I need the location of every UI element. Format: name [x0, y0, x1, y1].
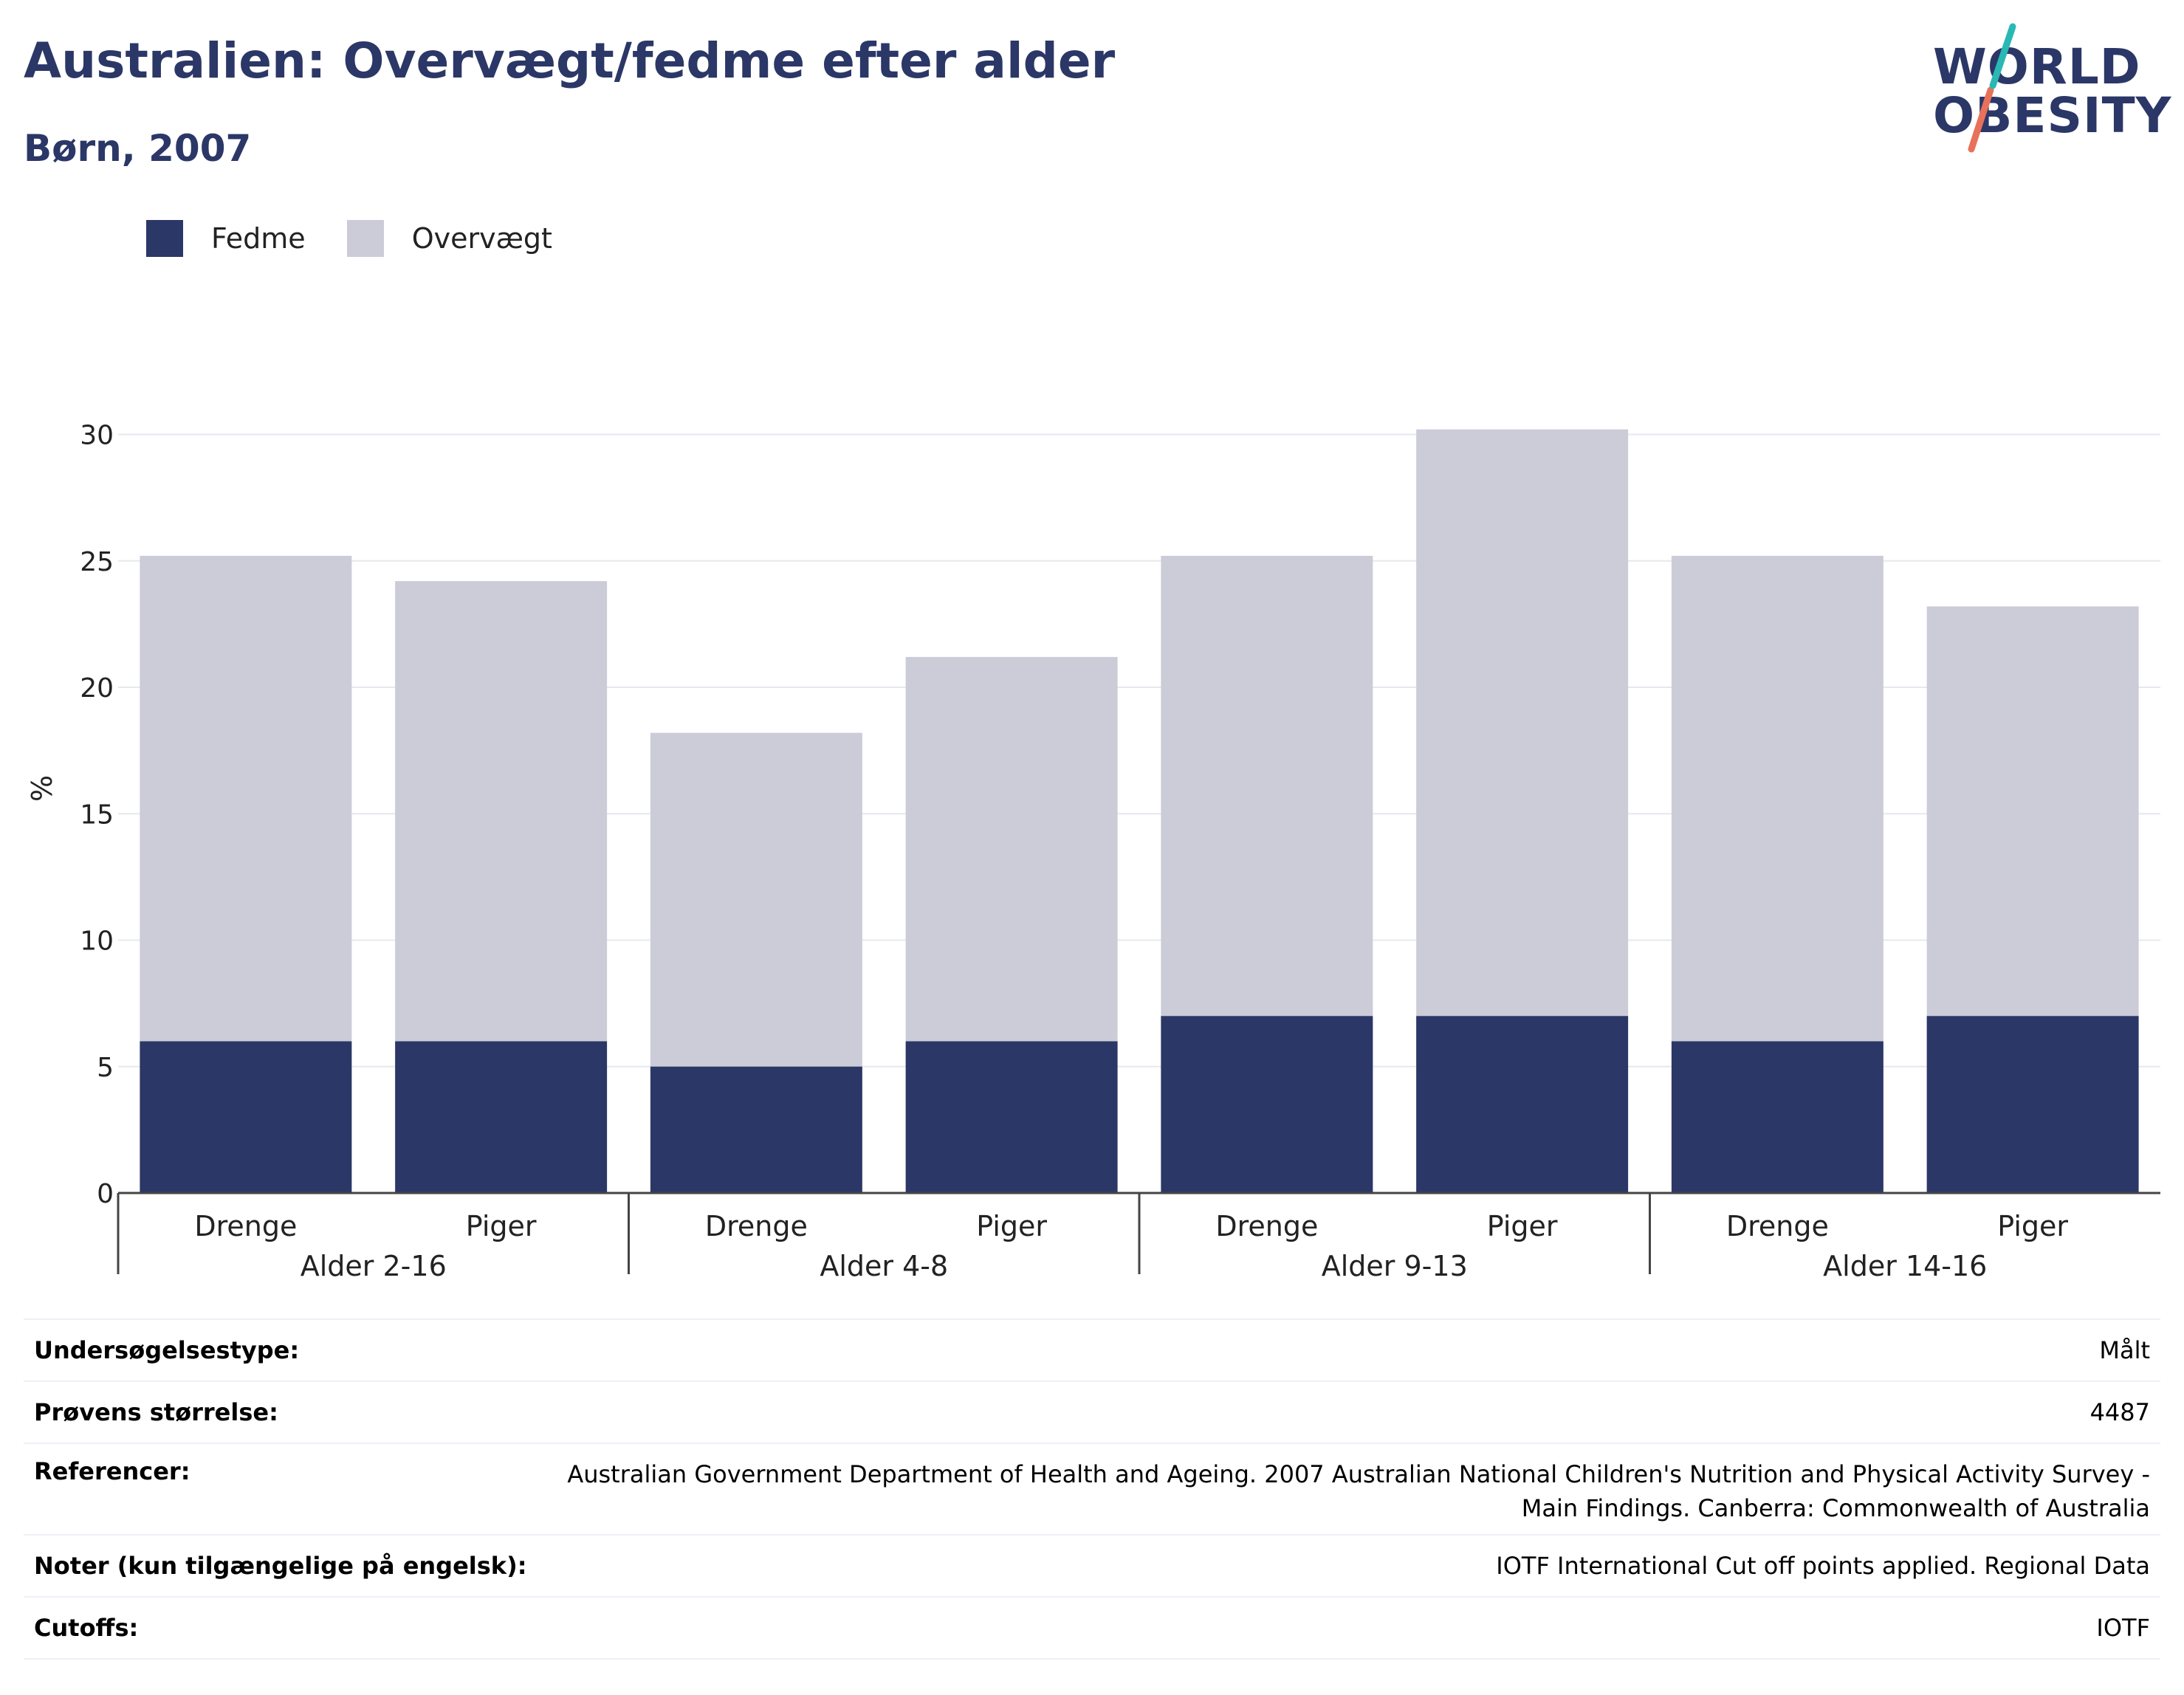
info-value: IOTF — [2096, 1614, 2150, 1642]
info-table: Undersøgelsestype: Målt Prøvens størrels… — [24, 1318, 2160, 1660]
info-label: Undersøgelsestype: — [34, 1336, 300, 1364]
legend-label-overvaegt: Overvægt — [411, 222, 552, 255]
legend-label-fedme: Fedme — [211, 222, 306, 255]
bar-overvaegt — [1926, 606, 2139, 1017]
x-tick-label: Piger — [1997, 1210, 2068, 1242]
bar-overvaegt — [1416, 429, 1629, 1017]
x-tick-label: Drenge — [194, 1210, 297, 1242]
reference-line-2: Main Findings. Canberra: Commonwealth of… — [1521, 1494, 2150, 1522]
logo-slash-icon — [1968, 23, 2016, 153]
legend: Fedme Overvægt — [146, 219, 594, 258]
group-label: Alder 4-8 — [820, 1250, 948, 1282]
legend-swatch-fedme — [146, 220, 183, 257]
bar-fedme — [140, 1041, 352, 1193]
x-tick-label: Piger — [976, 1210, 1047, 1242]
info-label: Noter (kun tilgængelige på engelsk): — [34, 1552, 527, 1580]
legend-swatch-overvaegt — [346, 220, 384, 257]
info-value: Australian Government Department of Heal… — [567, 1457, 2160, 1525]
info-value: IOTF International Cut off points applie… — [1496, 1552, 2150, 1580]
x-tick-label: Drenge — [1215, 1210, 1318, 1242]
info-row-references: Referencer: Australian Government Depart… — [24, 1443, 2160, 1534]
info-label: Prøvens størrelse: — [34, 1398, 278, 1426]
y-tick-label: 30 — [80, 421, 114, 451]
info-value: Målt — [2099, 1336, 2150, 1364]
info-row-cutoffs: Cutoffs: IOTF — [24, 1596, 2160, 1660]
bar-overvaegt — [1671, 555, 1883, 1042]
bar-overvaegt — [395, 581, 608, 1042]
y-tick-label: 20 — [80, 673, 114, 704]
world-obesity-logo[interactable]: WORLD OBESITY — [1920, 22, 2171, 155]
info-row-sample-size: Prøvens størrelse: 4487 — [24, 1381, 2160, 1443]
bar-fedme — [650, 1066, 862, 1193]
logo-text-line2: OBESITY — [1933, 87, 2172, 144]
y-tick-label: 5 — [97, 1053, 114, 1083]
bar-fedme — [1161, 1016, 1373, 1193]
y-tick-label: 15 — [80, 800, 114, 830]
group-label: Alder 9-13 — [1322, 1250, 1468, 1282]
group-label: Alder 2-16 — [301, 1250, 447, 1282]
info-row-notes: Noter (kun tilgængelige på engelsk): IOT… — [24, 1534, 2160, 1596]
x-tick-label: Drenge — [705, 1210, 808, 1242]
bar-fedme — [1416, 1016, 1629, 1193]
bar-overvaegt — [140, 555, 352, 1042]
bar-chart: 0 5 10 15 20 25 30% Drenge Piger Drenge Piger Dreng… — [26, 421, 2160, 1282]
legend-item-overvaegt[interactable]: Overvægt — [346, 220, 552, 257]
info-label: Cutoffs: — [34, 1614, 139, 1642]
y-tick-label: 0 — [97, 1179, 114, 1209]
x-tick-label: Piger — [466, 1210, 537, 1242]
bar-overvaegt — [905, 656, 1118, 1042]
bar-fedme — [905, 1041, 1118, 1193]
y-axis-label: % — [26, 775, 58, 802]
x-tick-label: Drenge — [1726, 1210, 1829, 1242]
y-tick-label: 10 — [80, 926, 114, 957]
bar-fedme — [1671, 1041, 1883, 1193]
bar-overvaegt — [1161, 555, 1373, 1017]
bar-overvaegt — [650, 732, 862, 1067]
reference-line-1: Australian Government Department of Heal… — [567, 1460, 2150, 1488]
legend-item-fedme[interactable]: Fedme — [146, 220, 306, 257]
y-tick-label: 25 — [80, 547, 114, 577]
x-tick-label: Piger — [1487, 1210, 1558, 1242]
info-label: Referencer: — [34, 1457, 190, 1485]
group-label: Alder 14-16 — [1823, 1250, 1987, 1282]
info-row-survey-type: Undersøgelsestype: Målt — [24, 1318, 2160, 1381]
chart-title: Australien: Overvægt/fedme efter alder — [24, 32, 1116, 89]
bar-fedme — [1926, 1016, 2139, 1193]
info-value: 4487 — [2089, 1398, 2150, 1426]
logo-text-line1: WORLD — [1933, 38, 2141, 95]
chart-subtitle: Børn, 2007 — [24, 127, 252, 170]
bar-fedme — [395, 1041, 608, 1193]
